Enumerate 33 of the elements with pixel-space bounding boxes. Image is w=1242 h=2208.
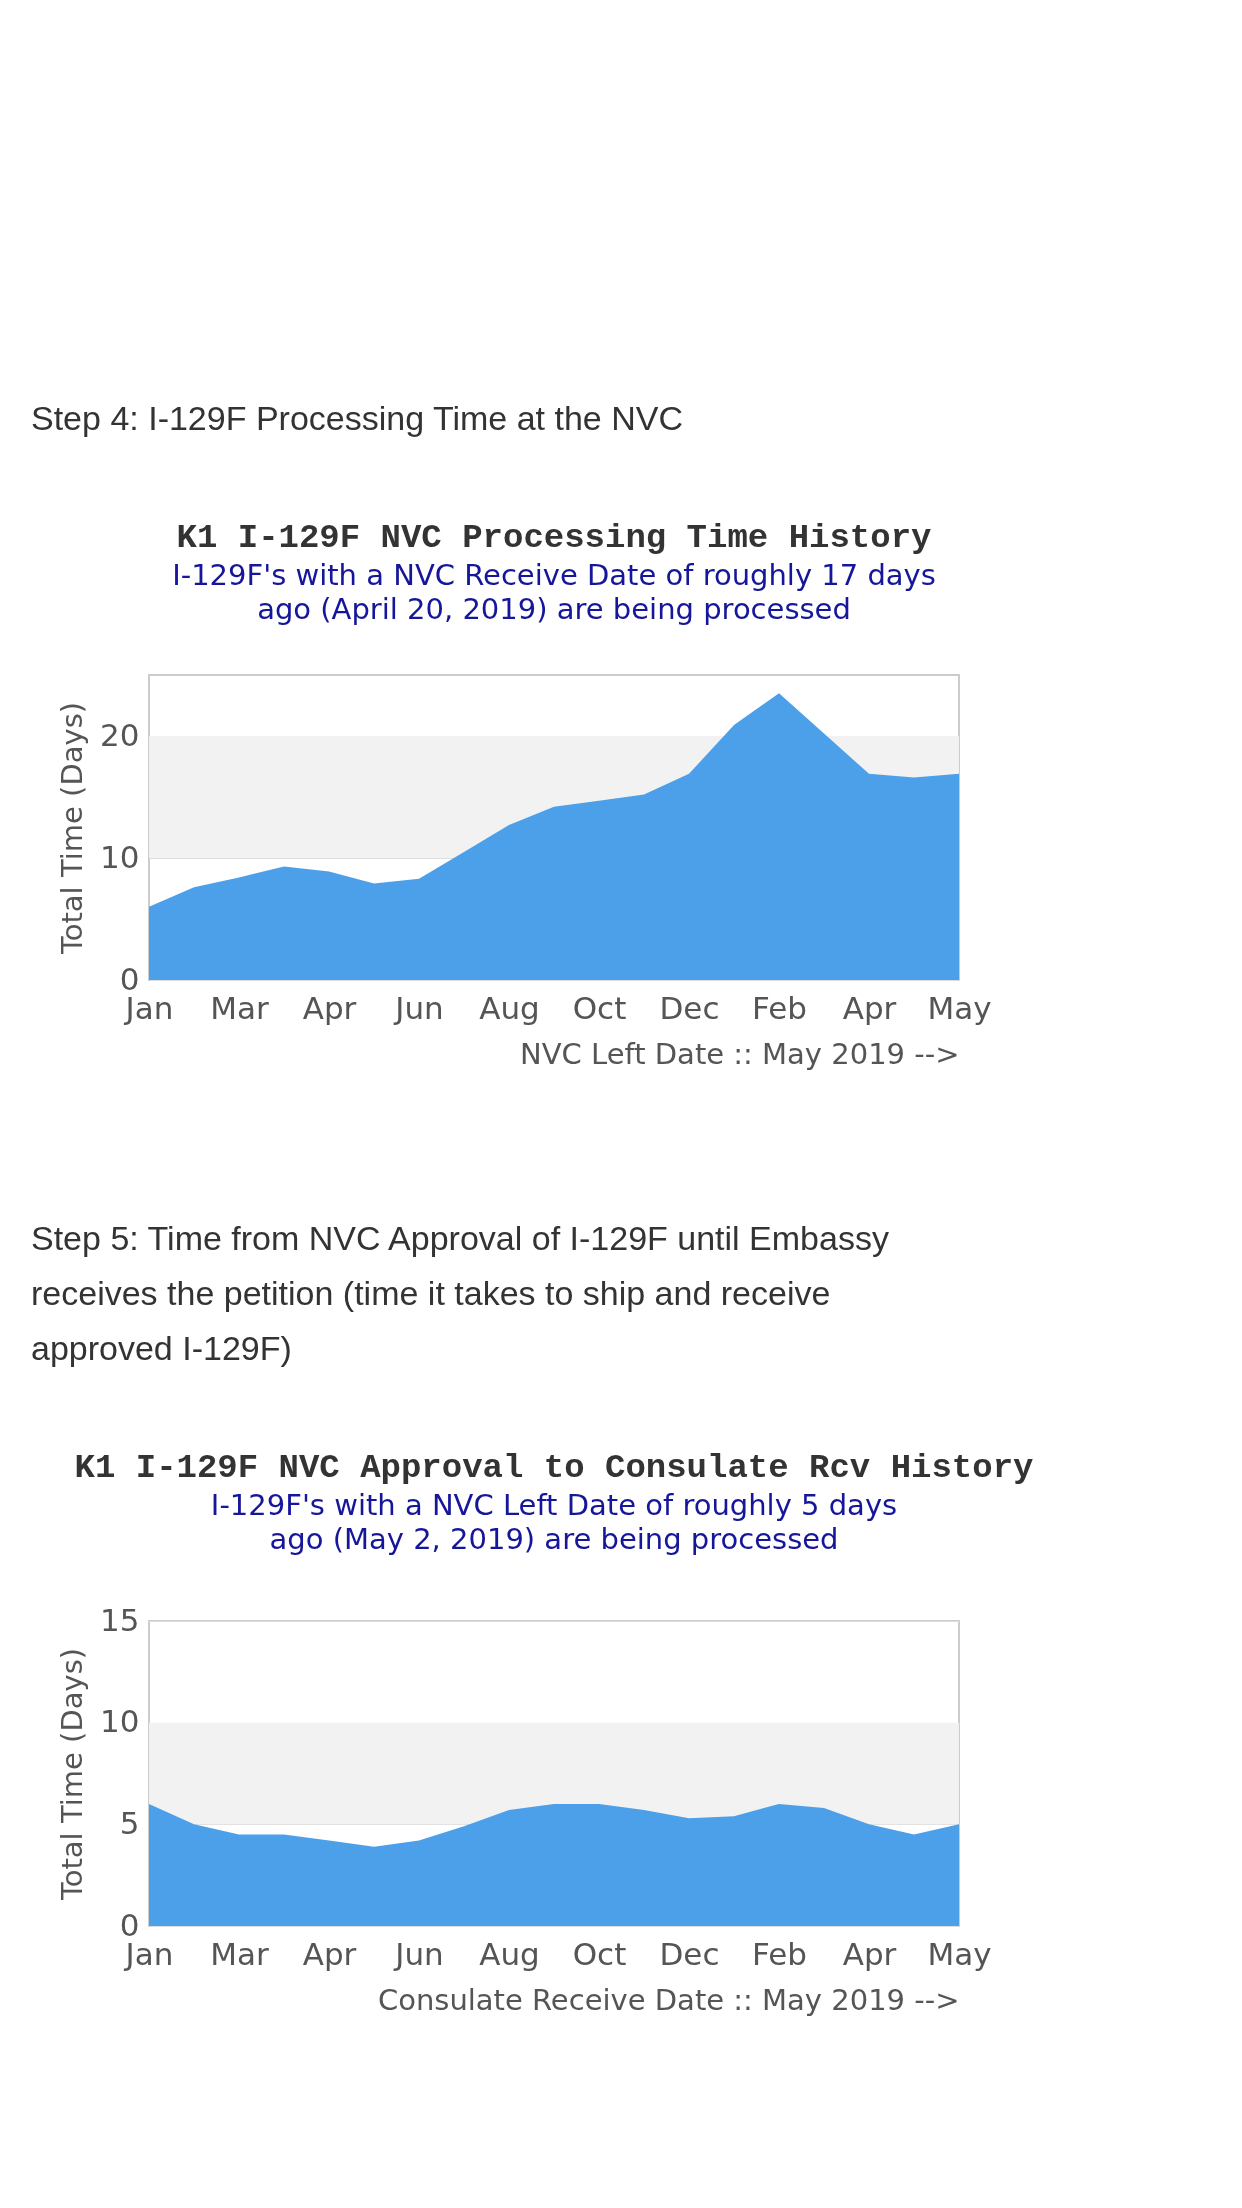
- x-axis-title: NVC Left Date :: May 2019 -->: [520, 1036, 960, 1071]
- x-tick-label: Apr: [302, 989, 357, 1026]
- y-tick-label: 10: [100, 1703, 140, 1740]
- y-tick-label: 20: [100, 716, 140, 753]
- x-tick-label: Mar: [210, 1935, 269, 1972]
- x-tick-label: Feb: [752, 989, 807, 1026]
- x-tick-label: Jun: [393, 1935, 444, 1972]
- x-tick-label: Dec: [659, 989, 720, 1026]
- x-tick-label: Aug: [479, 1935, 540, 1972]
- x-tick-label: Jun: [393, 989, 444, 1026]
- text: Step 4: I-129F Processing Time at the NVC: [31, 399, 683, 437]
- y-tick-label: 15: [100, 1601, 140, 1638]
- y-tick-label: 10: [100, 838, 140, 875]
- y-axis-title: Total Time (Days): [55, 1647, 90, 1902]
- y-tick-label: 5: [119, 1804, 140, 1841]
- x-tick-label: Aug: [479, 989, 540, 1026]
- x-tick-label: Oct: [572, 1935, 627, 1972]
- chart-subtitle: I-129F's with a NVC Receive Date of roughly 17 days ago (April 20, 2019) are being processed: [172, 558, 936, 626]
- chart-title: K1 I-129F NVC Approval to Consulate Rcv History: [74, 1449, 1034, 1487]
- x-axis-title: Consulate Receive Date :: May 2019 -->: [377, 1982, 960, 2017]
- chart-subtitle: I-129F's with a NVC Left Date of roughly 5 days ago (May 2, 2019) are being processed: [210, 1488, 898, 1556]
- x-tick-label: May: [927, 1935, 992, 1972]
- x-tick-label: Apr: [302, 1935, 357, 1972]
- x-tick-label: Dec: [659, 1935, 720, 1972]
- x-tick-label: Mar: [210, 989, 269, 1026]
- chart-title: K1 I-129F NVC Processing Time History: [176, 519, 932, 557]
- x-tick-label: May: [927, 989, 992, 1026]
- x-tick-label: Apr: [842, 989, 897, 1026]
- x-tick-label: Feb: [752, 1935, 807, 1972]
- x-tick-label: Apr: [842, 1935, 897, 1972]
- y-axis-title: Total Time (Days): [55, 701, 90, 956]
- text: Step 5: Time from NVC Approval of I-129F until Embassy receives the petition (time it takes to ship and receive approved I-129F): [31, 1219, 889, 1367]
- x-tick-label: Oct: [572, 989, 627, 1026]
